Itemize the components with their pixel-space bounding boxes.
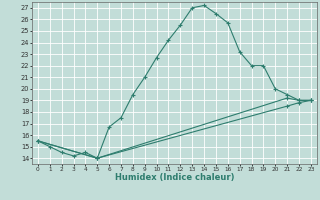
- X-axis label: Humidex (Indice chaleur): Humidex (Indice chaleur): [115, 173, 234, 182]
